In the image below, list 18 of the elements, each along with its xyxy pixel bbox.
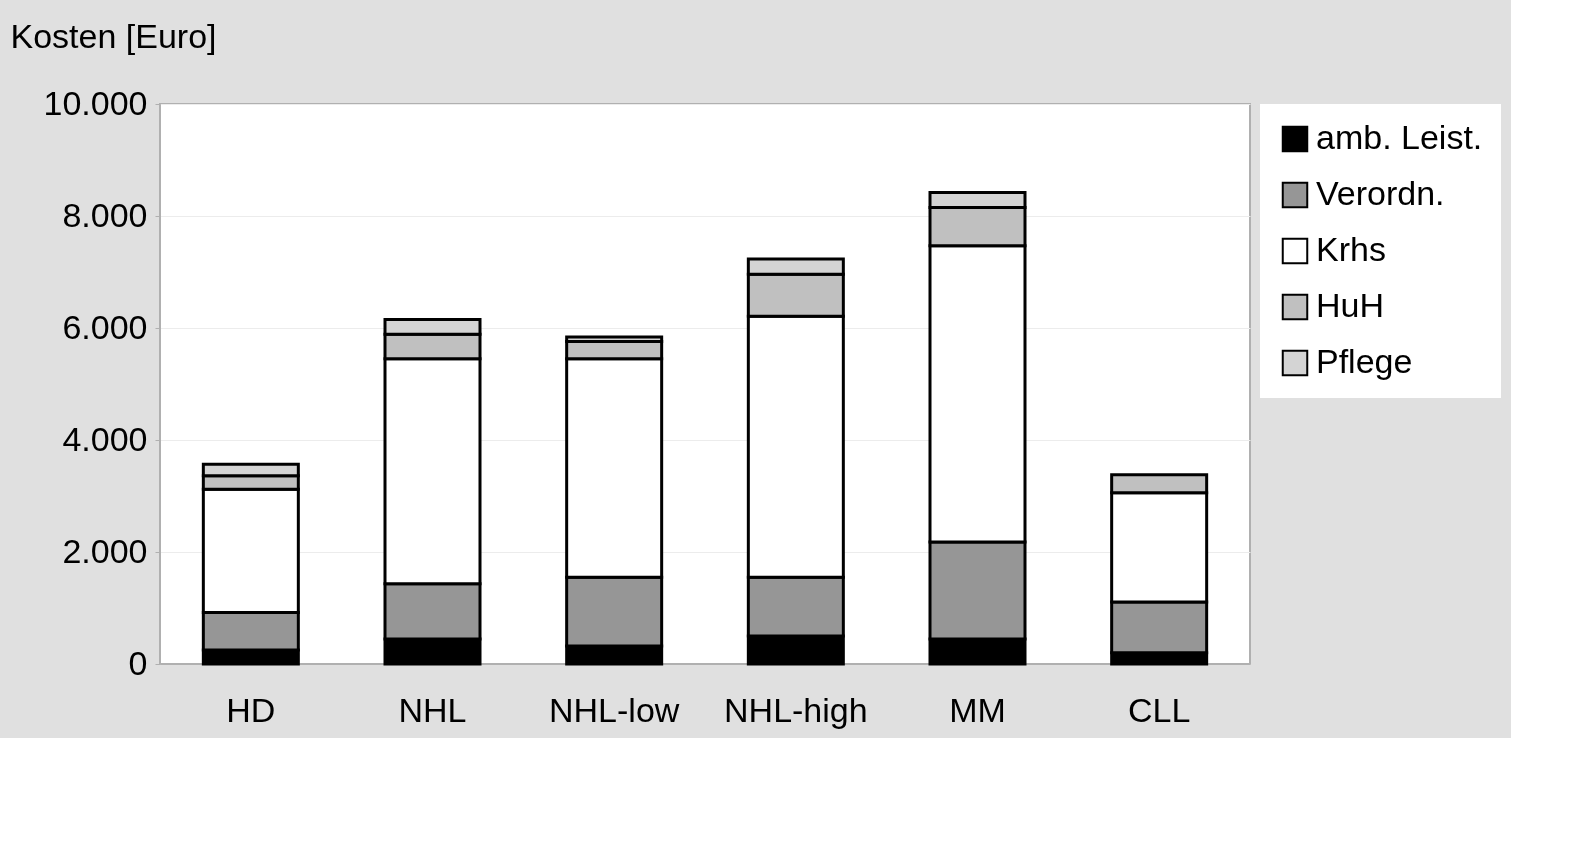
- x-tick-label: CLL: [1127, 690, 1191, 729]
- legend-label: Verordn.: [1316, 174, 1445, 212]
- x-tick-label: HD: [226, 690, 276, 729]
- y-tick-label: 4.000: [62, 419, 148, 458]
- y-tick-label: 0: [128, 643, 148, 682]
- legend-label: HuH: [1316, 286, 1385, 324]
- y-tick-label: 10.000: [43, 83, 148, 122]
- y-axis-title: Kosten [Euro]: [10, 16, 217, 55]
- y-tick-label: 8.000: [62, 195, 148, 234]
- x-tick-label: MM: [949, 690, 1006, 729]
- y-tick-label: 6.000: [62, 307, 148, 346]
- x-tick-label: NHL-low: [548, 690, 680, 729]
- legend-label: Pflege: [1316, 342, 1413, 380]
- x-tick-label: NHL: [398, 690, 467, 729]
- y-tick-label: 2.000: [62, 531, 148, 570]
- legend-label: Krhs: [1316, 230, 1386, 268]
- x-tick-label: NHL-high: [724, 690, 868, 729]
- legend-label: amb. Leist.: [1316, 118, 1483, 156]
